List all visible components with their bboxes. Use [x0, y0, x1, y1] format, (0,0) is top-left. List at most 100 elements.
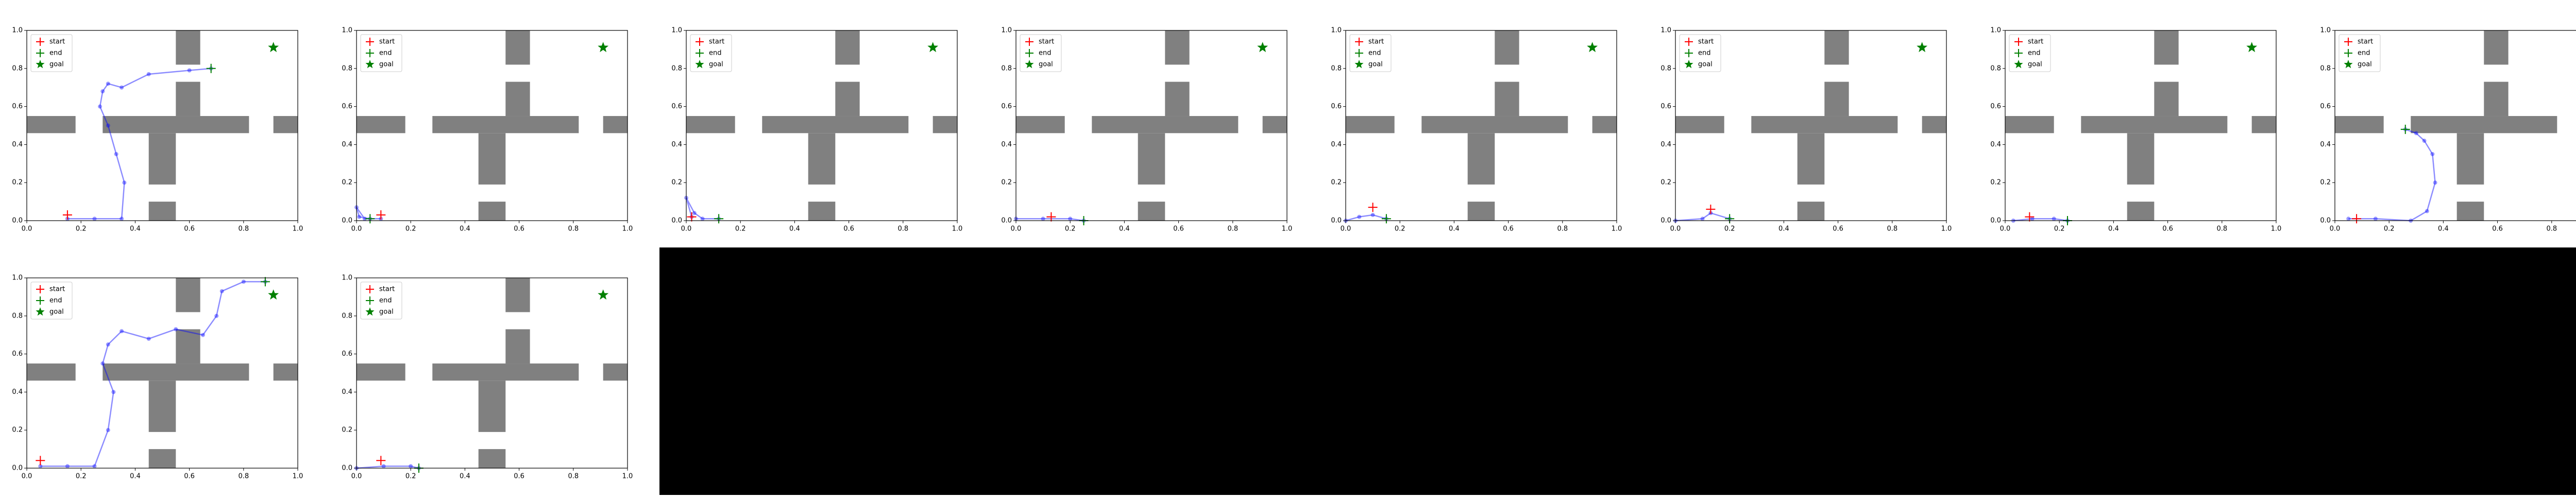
- x-tick-label: 0.8: [238, 473, 249, 481]
- trajectory-line: [40, 281, 265, 467]
- trajectory-point: [106, 81, 110, 86]
- x-tick-label: 0.2: [1724, 225, 1735, 233]
- legend-swatch: [36, 38, 44, 46]
- x-tick-label: 1.0: [2271, 225, 2282, 233]
- x-tick-label: 0.6: [2492, 225, 2503, 233]
- legend-swatch: [1025, 60, 1034, 69]
- y-tick-label: 0.8: [1660, 64, 1671, 72]
- trajectory-point: [241, 279, 246, 284]
- wall: [176, 329, 200, 364]
- legend-label: start: [2358, 38, 2373, 46]
- subplot: 0.0 0.2 0.4 0.6 0.8 1.0 0.0 0.2 0.4 0.6 0.8 1.0 star…: [671, 27, 962, 233]
- y-tick-label: 0.6: [1990, 103, 2001, 110]
- legend-box: [1349, 34, 1392, 72]
- axes-frame: [356, 277, 628, 469]
- x-tick-label: 0.4: [1778, 225, 1789, 233]
- legend-swatch: [36, 307, 45, 316]
- legend-swatch: [366, 296, 374, 305]
- y-tick-label: 0.2: [1001, 179, 1012, 187]
- legend-label: goal: [1368, 61, 1383, 69]
- x-tick-label: 0.2: [1395, 225, 1405, 233]
- plus-marker: [376, 210, 386, 220]
- trajectory-point: [120, 85, 124, 90]
- x-tick-label: 0.6: [1833, 225, 1843, 233]
- legend-swatch: [2344, 38, 2352, 46]
- legend-box: [2338, 34, 2381, 72]
- wall: [1467, 202, 1495, 221]
- legend-swatch: [365, 60, 375, 69]
- x-tick-label: 0.6: [514, 225, 524, 233]
- legend-swatch: [366, 38, 374, 46]
- legend-label: start: [49, 38, 65, 46]
- x-tick-label: 0.8: [568, 473, 579, 481]
- wall: [2456, 202, 2484, 221]
- legend-label: start: [2028, 38, 2043, 46]
- plus-marker: [376, 456, 386, 466]
- legend-swatch: [2344, 49, 2352, 57]
- wall: [835, 81, 860, 117]
- y-tick-label: 0.4: [1331, 141, 1342, 148]
- wall: [1421, 116, 1568, 134]
- wall: [176, 30, 200, 65]
- plus-marker: [1381, 214, 1391, 224]
- trajectory-point: [2433, 180, 2437, 185]
- wall: [808, 133, 836, 185]
- trajectory-point: [409, 464, 413, 469]
- legend-box: [1679, 34, 1721, 72]
- plus-marker: [206, 63, 216, 73]
- legend-swatch: [1355, 38, 1363, 46]
- subplot: 0.0 0.2 0.4 0.6 0.8 1.0 0.0 0.2 0.4 0.6 0.8 1.0 star…: [342, 27, 633, 233]
- y-tick-label: 0.8: [671, 64, 682, 72]
- wall: [27, 363, 76, 381]
- y-tick-label: 1.0: [12, 274, 23, 282]
- y-tick-label: 1.0: [1001, 27, 1012, 35]
- trajectory-point: [187, 68, 192, 73]
- legend-box: [30, 281, 73, 320]
- legend-box: [360, 281, 402, 320]
- trajectory-point: [2373, 217, 2378, 221]
- wall: [432, 363, 579, 381]
- trajectory-point: [92, 464, 97, 469]
- wall: [1797, 202, 1825, 221]
- subplot: 0.0 0.2 0.4 0.6 0.8 1.0 0.0 0.2 0.4 0.6 0.8 1.0 star…: [1660, 27, 1952, 233]
- legend-label: goal: [379, 61, 394, 69]
- y-tick-label: 0.2: [12, 426, 23, 434]
- axes-frame: [26, 30, 298, 221]
- subplot: 0.0 0.2 0.4 0.6 0.8 1.0 0.0 0.2 0.4 0.6 0.8 1.0 star…: [1001, 27, 1292, 233]
- wall: [2411, 116, 2557, 134]
- legend-swatch: [695, 60, 704, 69]
- y-tick-label: 0.8: [1990, 64, 2001, 72]
- legend-box: [1020, 34, 1062, 72]
- goal-marker: [268, 42, 279, 53]
- wall: [478, 133, 506, 185]
- y-tick-label: 0.0: [12, 465, 23, 472]
- wall: [432, 116, 579, 134]
- legend-label: goal: [49, 61, 64, 69]
- trajectory-point: [98, 104, 103, 109]
- y-tick-label: 0.2: [2320, 179, 2331, 187]
- trajectory-point: [214, 313, 219, 318]
- y-tick-label: 0.6: [342, 350, 352, 358]
- wall: [103, 116, 249, 134]
- axes-frame: [2334, 30, 2576, 221]
- x-tick-label: 0.6: [1173, 225, 1184, 233]
- x-tick-label: 0.4: [460, 473, 470, 481]
- x-tick-label: 0.4: [789, 225, 800, 233]
- y-tick-label: 0.0: [1990, 217, 2001, 225]
- axes-frame: [686, 30, 958, 221]
- wall: [1797, 133, 1825, 185]
- trajectory-point: [106, 123, 110, 128]
- legend-label: start: [1368, 38, 1384, 46]
- x-tick-label: 0.2: [2384, 225, 2395, 233]
- trajectory-point: [1357, 214, 1362, 219]
- legend-swatch: [1025, 49, 1033, 57]
- y-tick-label: 1.0: [1331, 27, 1342, 35]
- legend-swatch: [696, 38, 704, 46]
- x-tick-label: 0.8: [1557, 225, 1568, 233]
- y-tick-label: 0.4: [342, 388, 352, 396]
- y-tick-label: 0.8: [1331, 64, 1342, 72]
- wall: [1467, 133, 1495, 185]
- wall: [2005, 116, 2054, 134]
- subplot: 0.0 0.2 0.4 0.6 0.8 1.0 0.0 0.2 0.4 0.6 0.8 1.0 star…: [1331, 27, 1622, 233]
- trajectory-point: [2346, 217, 2351, 221]
